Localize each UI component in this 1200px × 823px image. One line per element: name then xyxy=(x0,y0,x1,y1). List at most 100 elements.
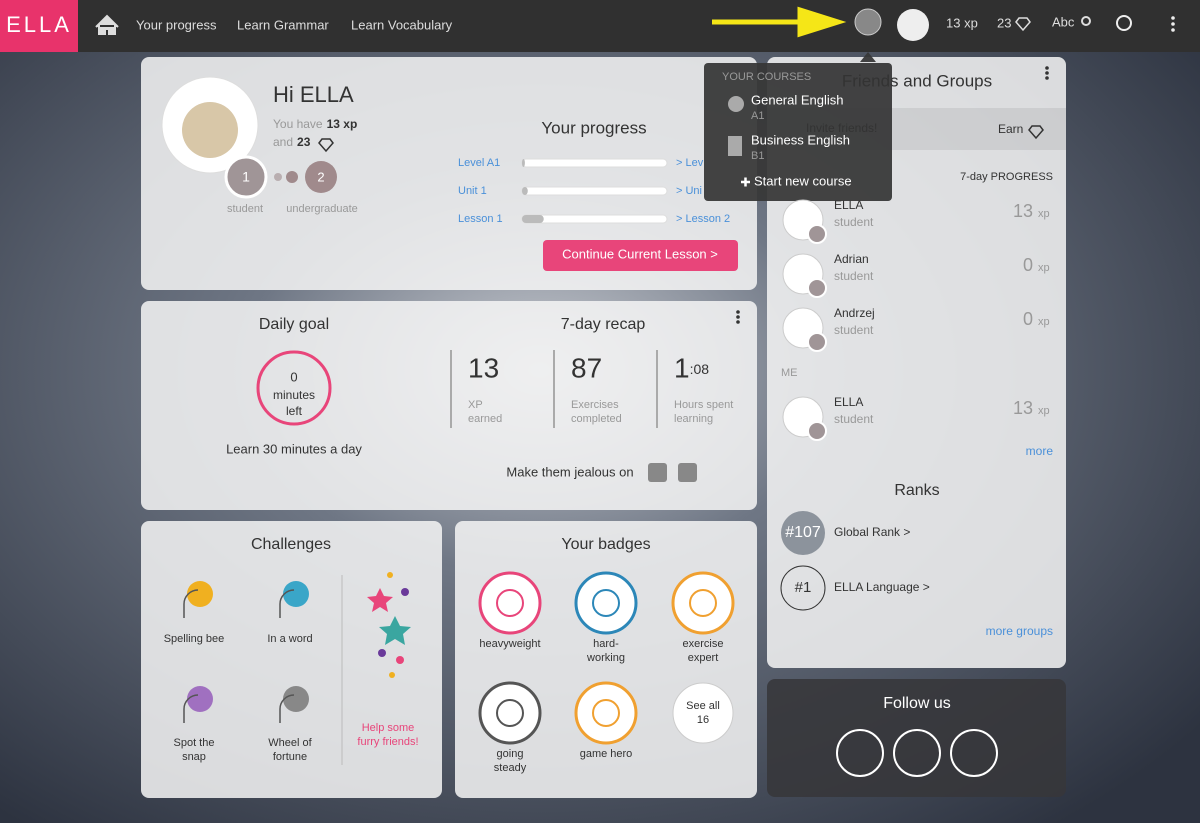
badge-icon xyxy=(592,699,620,727)
badge-icon xyxy=(496,699,524,727)
course-icon[interactable] xyxy=(728,136,742,156)
earn-link[interactable]: Earn xyxy=(998,122,1023,136)
challenge-label[interactable]: In a word xyxy=(267,633,312,645)
rank-link[interactable]: ELLA Language > xyxy=(834,580,930,594)
nav-link[interactable]: Your progress xyxy=(136,17,217,32)
rank-circle xyxy=(780,565,826,611)
stat-label: Hours spent xyxy=(674,399,733,411)
badge[interactable] xyxy=(574,681,638,745)
friend-name: Andrzej xyxy=(834,306,875,320)
friend-role: student xyxy=(834,215,874,229)
gem-icon xyxy=(318,138,334,153)
nav-link[interactable]: Learn Grammar xyxy=(237,17,329,32)
dog-face xyxy=(182,102,238,158)
badge[interactable] xyxy=(478,681,542,745)
search[interactable]: Abc xyxy=(1052,14,1075,29)
badge-label: exercise xyxy=(683,638,724,650)
head-icon xyxy=(279,694,295,723)
gem-icon xyxy=(1015,17,1031,32)
badge[interactable] xyxy=(478,571,542,635)
course-name[interactable]: General English xyxy=(751,92,844,107)
more-link[interactable]: more groups xyxy=(986,624,1053,638)
challenge-label[interactable]: Spelling bee xyxy=(164,633,225,645)
label: You have 13 xp xyxy=(273,117,357,131)
progress-fill xyxy=(522,159,525,167)
course-icon[interactable] xyxy=(728,96,744,112)
twitter-share[interactable] xyxy=(678,463,697,482)
gem-icon xyxy=(1028,125,1044,140)
stat-label: completed xyxy=(571,413,622,425)
friend-xp: 0 xyxy=(1023,309,1033,329)
nav-avatar[interactable] xyxy=(897,9,929,41)
bell-icon[interactable] xyxy=(1116,15,1132,31)
progress-label[interactable]: Level A1 xyxy=(458,157,500,169)
more-link[interactable]: more xyxy=(1026,444,1054,458)
nav-gems: 23 xyxy=(997,15,1011,30)
section-title: Ranks xyxy=(894,482,939,499)
more-dots[interactable] xyxy=(736,310,740,324)
challenge-icon[interactable] xyxy=(283,581,309,607)
globe-icon[interactable] xyxy=(854,8,882,36)
greeting: Hi ELLA xyxy=(273,82,354,107)
social-icons[interactable] xyxy=(836,729,998,777)
xp-unit: xp xyxy=(1038,316,1050,328)
facebook-share[interactable] xyxy=(648,463,667,482)
goal-value: 0 xyxy=(290,369,297,384)
course-name[interactable]: Business English xyxy=(751,132,850,147)
progress-label[interactable]: Lesson 1 xyxy=(458,213,503,225)
gems: 23 xyxy=(297,135,311,149)
rank-link[interactable]: Global Rank > xyxy=(834,525,910,539)
challenge-label[interactable]: Wheel of xyxy=(268,737,312,749)
section-title: 7-day recap xyxy=(561,316,646,333)
continue-button[interactable] xyxy=(543,240,738,271)
head-icon xyxy=(183,694,199,723)
nav-xp: 13 xp xyxy=(946,15,978,30)
promo-label[interactable]: Help some xyxy=(362,722,415,734)
challenge-icon[interactable] xyxy=(283,686,309,712)
rank-badge: #107 xyxy=(785,524,821,541)
head-icon xyxy=(183,589,199,618)
home-icon[interactable] xyxy=(95,14,119,35)
dropdown xyxy=(704,63,892,201)
see-all-label[interactable]: 16 xyxy=(697,714,709,726)
rank-number: 1 xyxy=(242,169,250,185)
menu-dots[interactable] xyxy=(1171,16,1175,32)
section-title: Your progress xyxy=(541,118,646,137)
button-label[interactable]: Continue Current Lesson > xyxy=(562,246,718,261)
search-icon[interactable] xyxy=(1081,16,1091,26)
challenge-label[interactable]: fortune xyxy=(273,751,307,763)
see-all-badge[interactable] xyxy=(672,682,734,744)
challenge-label[interactable]: snap xyxy=(182,751,206,763)
friend-role: student xyxy=(834,269,874,283)
stat-value: 87 xyxy=(571,352,602,383)
challenge-icon[interactable] xyxy=(187,686,213,712)
head-icon xyxy=(279,589,295,618)
progress-link[interactable]: > Uni xyxy=(676,185,702,197)
friend-name: ELLA xyxy=(834,198,863,212)
challenge-icon[interactable] xyxy=(187,581,213,607)
new-course[interactable]: Start new course xyxy=(754,173,852,188)
progress-link[interactable]: > Lesson 2 xyxy=(676,213,730,225)
rank-dot xyxy=(286,171,298,183)
progress-link[interactable]: > Lev xyxy=(676,157,704,169)
friend-name: Adrian xyxy=(834,252,869,266)
nav-link[interactable]: Learn Vocabulary xyxy=(351,17,453,32)
promo-label[interactable]: furry friends! xyxy=(357,736,418,748)
stat-label: learning xyxy=(674,413,713,425)
friend-rank xyxy=(807,421,827,441)
progress-fill xyxy=(522,215,544,223)
badge[interactable] xyxy=(574,571,638,635)
invite-link[interactable]: Invite friends! xyxy=(806,121,877,135)
challenges-card xyxy=(141,521,442,798)
see-all-label[interactable]: See all xyxy=(686,700,720,712)
progress-label[interactable]: Unit 1 xyxy=(458,185,487,197)
logo[interactable]: ELLA xyxy=(6,12,72,37)
badge[interactable] xyxy=(671,571,735,635)
challenge-label[interactable]: Spot the xyxy=(174,737,215,749)
more-dots[interactable] xyxy=(1045,66,1049,80)
nav-bar xyxy=(0,0,1200,52)
rank-label: student xyxy=(227,203,263,215)
progress-track xyxy=(521,186,668,196)
logo-box[interactable] xyxy=(0,0,78,52)
